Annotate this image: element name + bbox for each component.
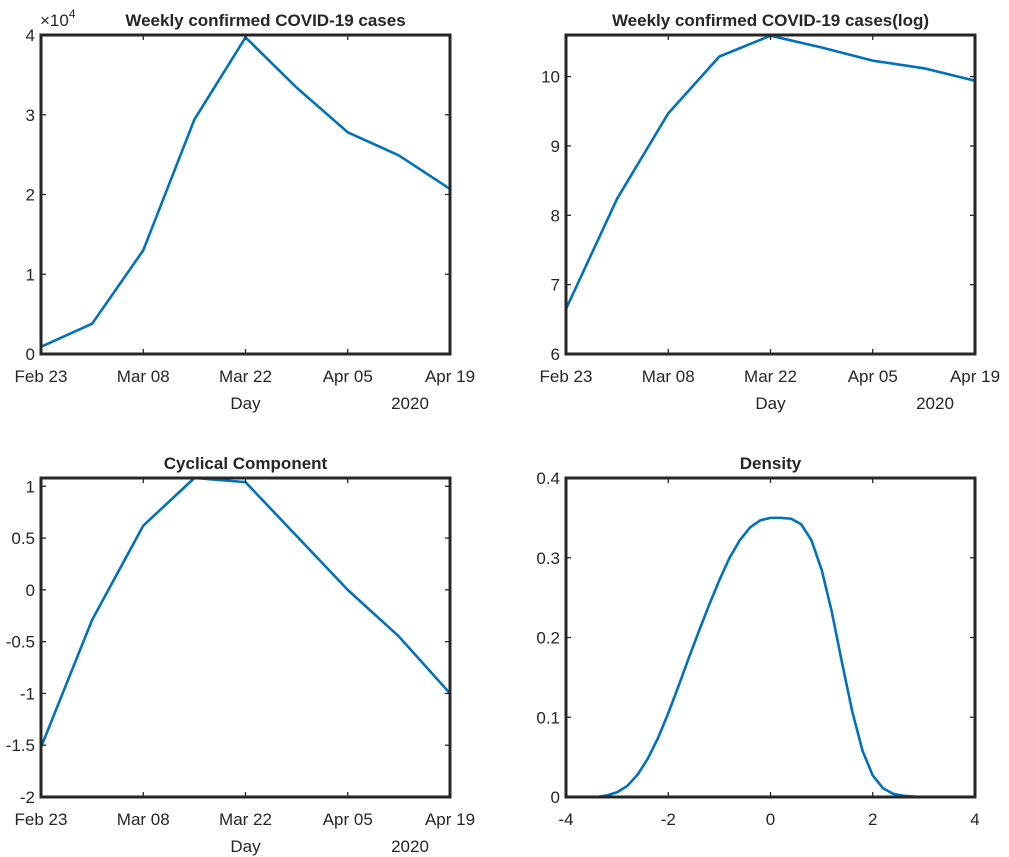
y-tick-label: 2 [26, 186, 35, 205]
x-year-label: 2020 [391, 837, 429, 856]
x-tick-label: Mar 08 [642, 367, 695, 386]
y-tick-label: 1 [26, 477, 35, 496]
chart-title: Cyclical Component [164, 454, 328, 473]
panel-weekly-cases: Feb 23 Mar 08 Mar 22 Apr 05 Apr 19 0 1 2 3 4 Weekl… [15, 7, 476, 413]
y-tick-label: 0.2 [536, 629, 560, 648]
x-tick-label: Feb 23 [15, 810, 68, 829]
panel-density: -4 -2 0 2 4 0 0.1 0.2 0.3 0.4 Density [536, 454, 979, 829]
x-tick-label: Mar 22 [219, 810, 272, 829]
y-tick-label: -1 [20, 684, 35, 703]
y-tick-label: 0.5 [11, 529, 35, 548]
y-tick-label: 0.4 [536, 469, 560, 488]
panel-cyclical-component: Feb 23 Mar 08 Mar 22 Apr 05 Apr 19 -2 -1.5 -1 -0… [6, 454, 475, 856]
x-year-label: 2020 [391, 394, 429, 413]
y-tick-label: 0.1 [536, 708, 560, 727]
x-tick-label: -2 [661, 810, 676, 829]
x-tick-label: Feb 23 [540, 367, 593, 386]
y-tick-label: 0.3 [536, 549, 560, 568]
y-tick-label: 8 [551, 206, 560, 225]
y-tick-label: 10 [541, 68, 560, 87]
y-tick-label: 0 [26, 581, 35, 600]
x-tick-label: Apr 05 [848, 367, 898, 386]
x-tick-label: Apr 05 [323, 810, 373, 829]
x-tick-label: Feb 23 [15, 367, 68, 386]
y-tick-label: 1 [26, 265, 35, 284]
axes-frame [39, 476, 452, 799]
chart-title: Weekly confirmed COVID-19 cases(log) [612, 11, 929, 30]
x-tick-label: Apr 19 [950, 367, 1000, 386]
y-tick-label: 4 [26, 26, 35, 45]
x-axis-label: Day [755, 394, 786, 413]
x-tick-label: Apr 19 [425, 367, 475, 386]
x-tick-label: 2 [868, 810, 877, 829]
y-exponent-label: ×104 [40, 7, 76, 30]
axes-frame [564, 476, 977, 799]
axes-frame [564, 33, 977, 356]
series-line [41, 476, 450, 748]
chart-title: Weekly confirmed COVID-19 cases [125, 11, 405, 30]
y-tick-label: 7 [551, 276, 560, 295]
y-tick-label: 0 [551, 788, 560, 807]
x-tick-label: Mar 08 [117, 367, 170, 386]
x-axis-label: Day [230, 394, 261, 413]
x-tick-label: Mar 22 [744, 367, 797, 386]
x-tick-label: 4 [970, 810, 979, 829]
x-year-label: 2020 [916, 394, 954, 413]
series-line [596, 516, 924, 799]
x-tick-label: Apr 19 [425, 810, 475, 829]
x-tick-label: Mar 08 [117, 810, 170, 829]
x-tick-label: Mar 22 [219, 367, 272, 386]
y-tick-label: 6 [551, 345, 560, 364]
axes-frame [39, 33, 452, 356]
y-tick-label: 9 [551, 137, 560, 156]
y-tick-label: 3 [26, 106, 35, 125]
x-tick-label: Apr 05 [323, 367, 373, 386]
y-tick-label: -1.5 [6, 736, 35, 755]
y-tick-label: 0 [26, 345, 35, 364]
x-tick-label: -4 [558, 810, 573, 829]
series-line [41, 36, 450, 349]
x-axis-label: Day [230, 837, 261, 856]
panel-weekly-cases-log: Feb 23 Mar 08 Mar 22 Apr 05 Apr 19 6 7 8 9 10 Week… [540, 11, 1001, 413]
chart-title: Density [740, 454, 802, 473]
series-line [566, 34, 975, 310]
y-tick-label: -2 [20, 788, 35, 807]
y-tick-label: -0.5 [6, 633, 35, 652]
x-tick-label: 0 [766, 810, 775, 829]
